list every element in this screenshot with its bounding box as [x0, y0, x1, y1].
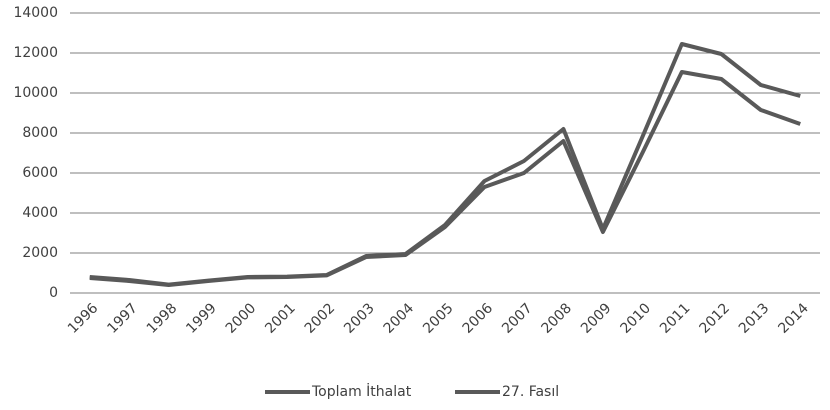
- x-tick-label: 1998: [144, 300, 181, 337]
- y-tick-label: 12000: [13, 45, 58, 61]
- x-tick-label: 2000: [223, 300, 260, 337]
- x-tick-label: 1996: [65, 300, 102, 337]
- legend-label: Toplam İthalat: [311, 382, 412, 400]
- x-tick-label: 2012: [696, 300, 733, 337]
- x-tick-label: 2002: [302, 300, 339, 337]
- x-tick-label: 2005: [420, 300, 457, 337]
- x-tick-label: 1999: [183, 300, 220, 337]
- x-tick-label: 2009: [578, 300, 615, 337]
- x-tick-label: 2004: [381, 300, 418, 337]
- y-tick-label: 4000: [22, 205, 58, 221]
- x-tick-label: 2011: [657, 300, 694, 337]
- series-line: [89, 42, 801, 287]
- series-line: [89, 70, 801, 287]
- x-tick-label: 2008: [539, 300, 576, 337]
- x-tick-label: 2003: [341, 300, 378, 337]
- y-tick-label: 6000: [22, 165, 58, 181]
- x-tick-label: 2006: [460, 300, 497, 337]
- x-tick-label: 2010: [618, 300, 655, 337]
- x-tick-label: 2007: [499, 300, 536, 337]
- legend-label: 27. Fasıl: [502, 384, 559, 400]
- y-tick-label: 0: [49, 285, 58, 301]
- x-tick-label: 2013: [736, 300, 773, 337]
- x-tick-label: 2001: [262, 300, 299, 337]
- y-tick-label: 10000: [13, 85, 58, 101]
- y-tick-label: 14000: [13, 5, 58, 21]
- y-tick-label: 2000: [22, 245, 58, 261]
- x-tick-label: 2014: [775, 300, 812, 337]
- y-tick-label: 8000: [22, 125, 58, 141]
- x-tick-label: 1997: [104, 300, 141, 337]
